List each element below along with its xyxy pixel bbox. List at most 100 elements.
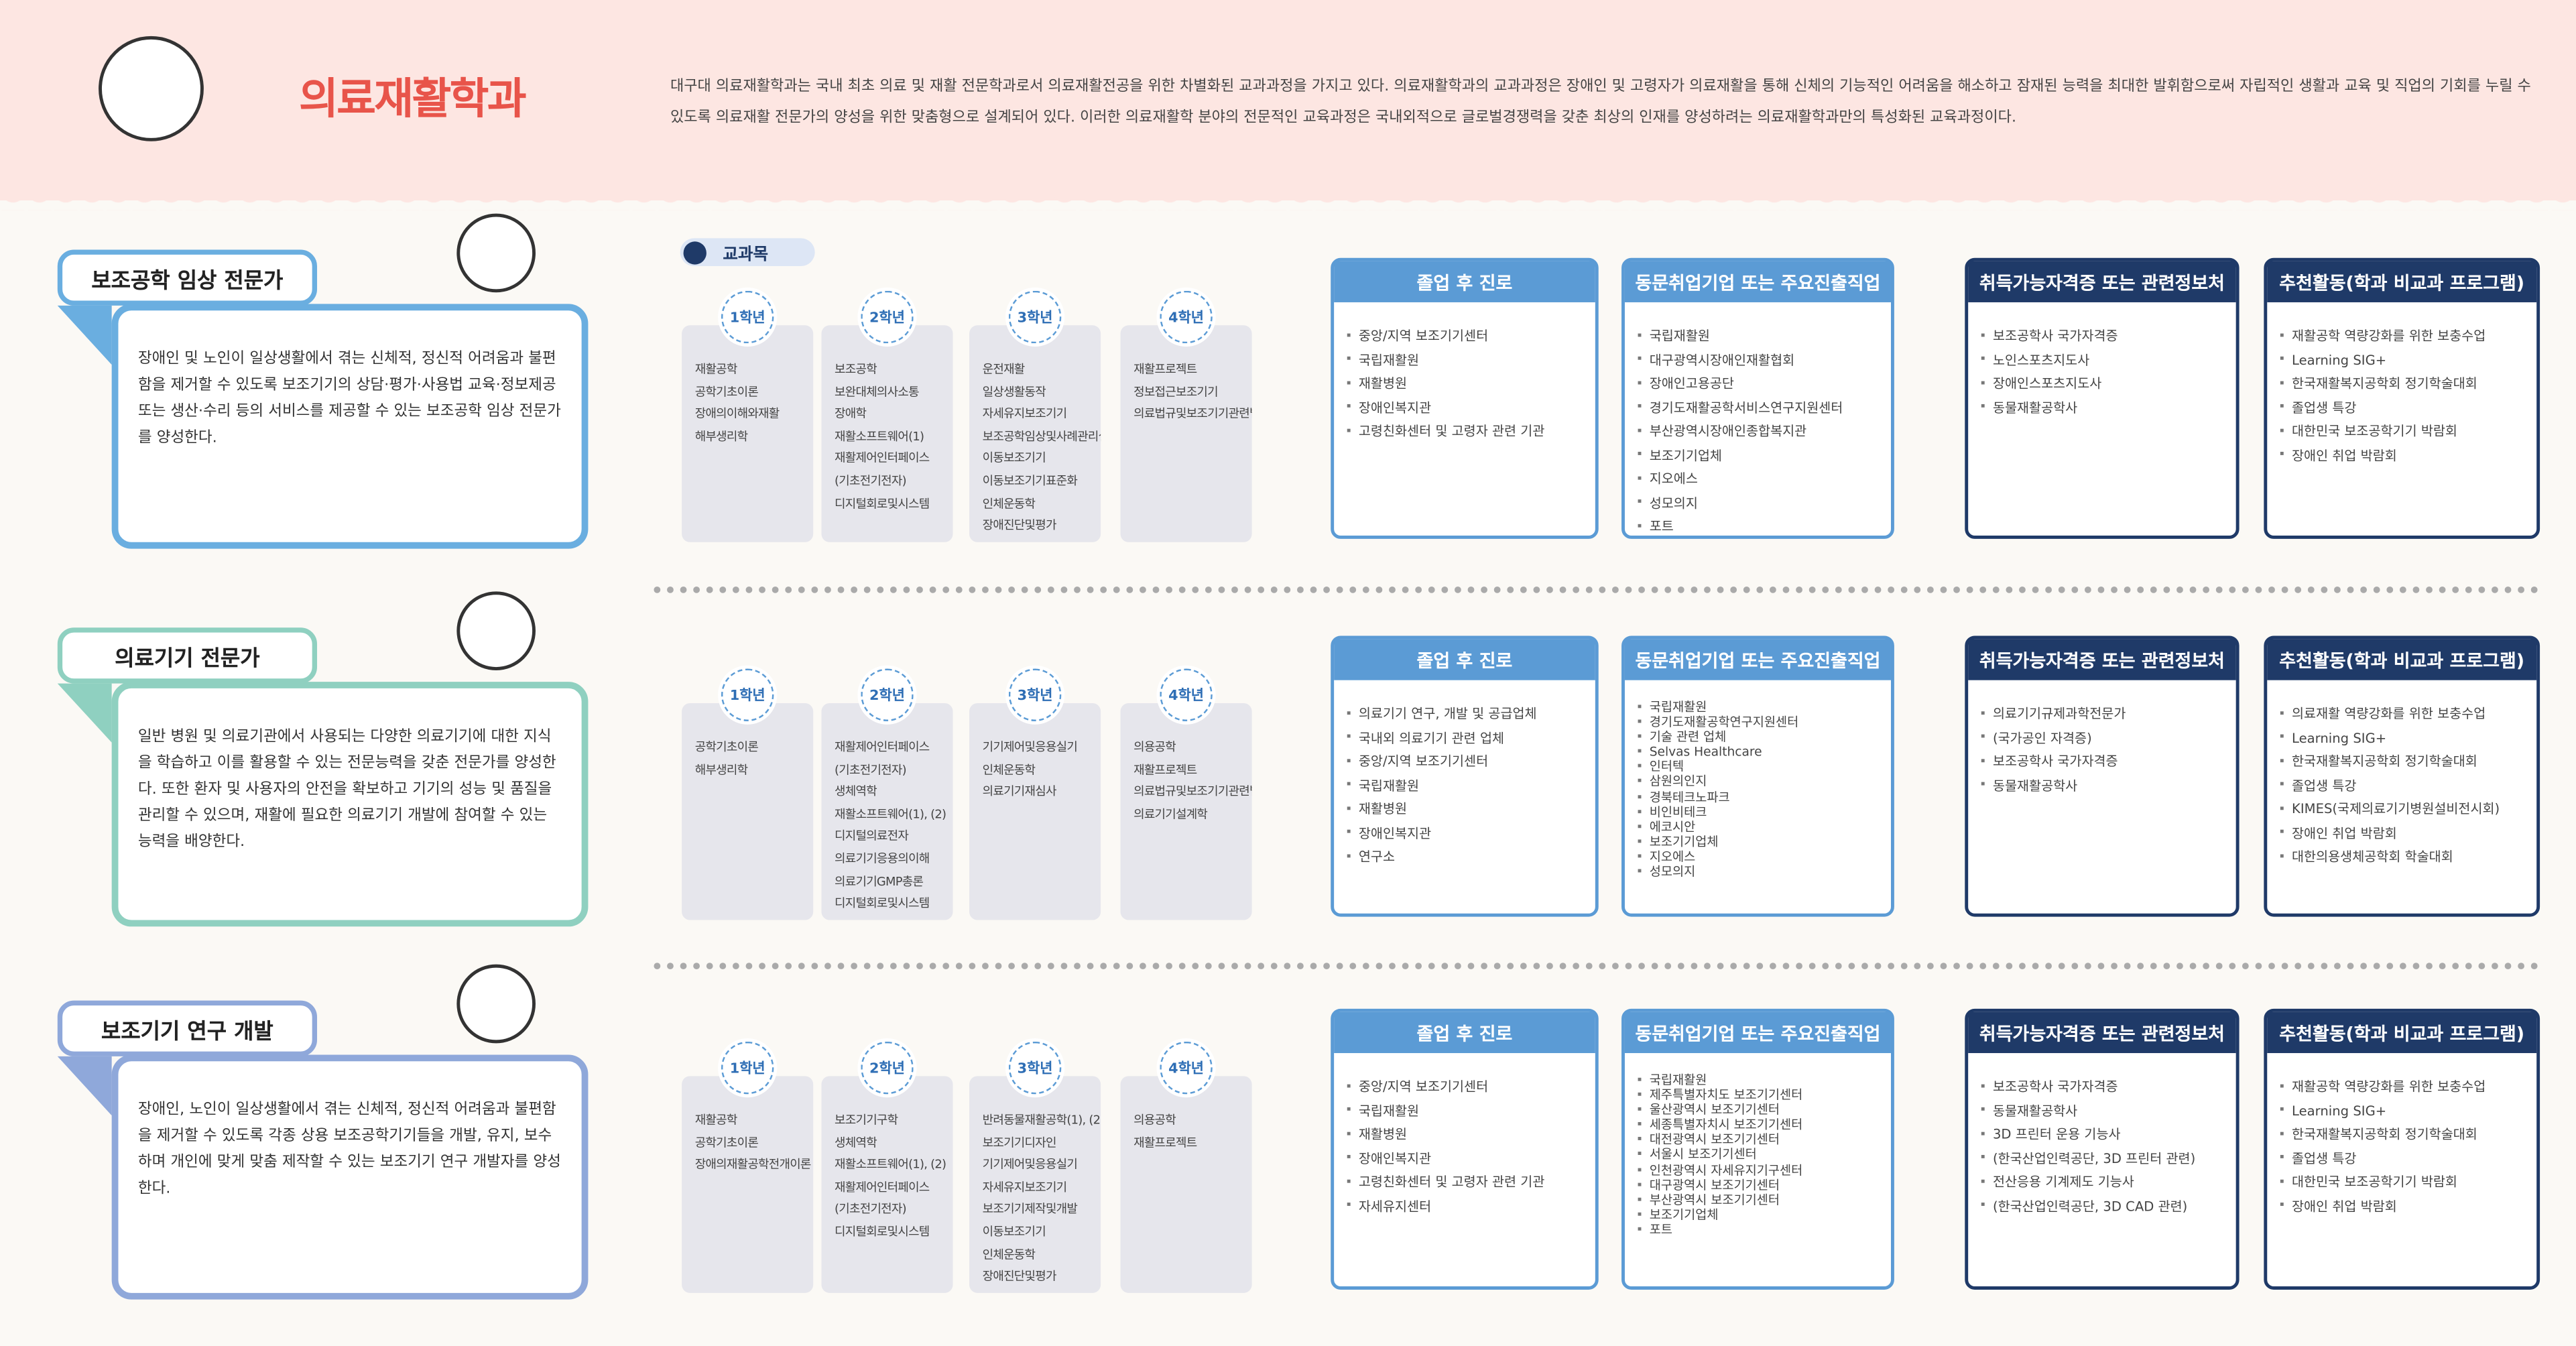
- box-item: 장애인 취업 박람회: [2280, 1195, 2536, 1219]
- box-item: 장애인복지관: [1347, 822, 1595, 847]
- box-item: 대구광역시장애인재활협회: [1638, 349, 1891, 373]
- box-item-text: 국립재활원: [1649, 700, 1707, 715]
- year-badge: 1학년: [721, 1041, 774, 1095]
- bullet: [2280, 451, 2284, 455]
- year-badge: 3학년: [1008, 668, 1062, 721]
- course-item: 자세유지보조기기: [982, 1179, 1067, 1195]
- box-item-text: KIMES(국제의료기기병원설비전시회): [2292, 802, 2500, 817]
- box-title: 취득가능자격증 또는 관련정보처: [1968, 639, 2236, 680]
- course-item: 보조기기구학: [835, 1112, 898, 1127]
- box-item: 경북테크노파크: [1638, 790, 1891, 804]
- course-item: 생체역학: [835, 1134, 877, 1150]
- box-item-text: 울산광역시 보조기기센터: [1649, 1103, 1780, 1118]
- bullet: [1638, 523, 1642, 527]
- box-item: 노인스포츠지도사: [1981, 349, 2236, 373]
- bullet: [1638, 1182, 1642, 1186]
- box-item: 재활병원: [1347, 373, 1595, 397]
- bullet: [1638, 854, 1642, 858]
- box-item: 국립재활원: [1638, 1073, 1891, 1087]
- bullet: [1638, 428, 1642, 432]
- bullet: [1638, 475, 1642, 479]
- box-item-text: 동물재활공학사: [1992, 400, 2078, 415]
- course-item: 장애학: [835, 406, 867, 421]
- box-item-text: 에코시안: [1649, 819, 1696, 835]
- box-item-text: 한국재활복지공학회 정기학술대회: [2292, 376, 2477, 391]
- bullet: [1638, 1197, 1642, 1201]
- bullet: [1638, 869, 1642, 873]
- box-item-text: 자세유지센터: [1358, 1198, 1432, 1213]
- bullet: [1638, 839, 1642, 843]
- box-item-text: 경북테크노파크: [1649, 789, 1730, 804]
- box-item: 졸업생 특강: [2280, 1148, 2536, 1172]
- box-item-text: 부산광역시장애인종합복지관: [1649, 424, 1807, 439]
- box-item: 중앙/지역 보조기기센터: [1347, 325, 1595, 349]
- box-title: 취득가능자격증 또는 관련정보처: [1968, 1012, 2236, 1054]
- box-item-text: 재활병원: [1358, 802, 1408, 817]
- tiger-icon: [99, 36, 204, 141]
- box-item-text: 포트: [1649, 519, 1674, 534]
- box-item: 보조공학사 국가자격증: [1981, 751, 2236, 775]
- bullet: [1981, 1178, 1985, 1182]
- desc-fold: [57, 1056, 112, 1116]
- box-item: 인터텍: [1638, 759, 1891, 774]
- box-item-text: 동물재활공학사: [1992, 1103, 2078, 1118]
- bullet: [1981, 1131, 1985, 1135]
- box-list: 재활공학 역량강화를 위한 보충수업 Learning SIG+ 한국재활복지공학회…: [2267, 302, 2536, 469]
- box-item-text: 비인비테크: [1649, 804, 1707, 820]
- box-item: 보조공학사 국가자격증: [1981, 1076, 2236, 1100]
- bullet: [2280, 332, 2284, 336]
- bullet: [1347, 428, 1351, 432]
- year-badge: 1학년: [721, 290, 774, 344]
- bullet: [1347, 806, 1351, 810]
- box-item: 부산광역시장애인종합복지관: [1638, 420, 1891, 444]
- box-list: 국립재활원 대구광역시장애인재활협회 장애인고용공단 경기도재활공학서비스연구지원센터…: [1625, 302, 1891, 540]
- course-item: 이동보조기기: [982, 450, 1046, 466]
- box-item: (국가공인 자격증): [1981, 727, 2236, 751]
- bullet: [1347, 1083, 1351, 1087]
- box-item: 서울시 보조기기센터: [1638, 1148, 1891, 1162]
- bullet: [1638, 1122, 1642, 1126]
- course-item: 해부생리학: [694, 428, 748, 444]
- course-item: 의료기기GMP총론: [835, 873, 924, 888]
- course-item: 의료법규및보조기기관련법: [1133, 406, 1252, 421]
- box-item: (한국산업인력공단, 3D CAD 관련): [1981, 1195, 2236, 1219]
- box-item-text: 졸업생 특강: [2292, 400, 2357, 415]
- box-item-text: 보조기기업체: [1649, 1207, 1719, 1223]
- tiger-icon: [456, 964, 536, 1044]
- course-item: 반려동물재활공학(1), (2): [982, 1112, 1101, 1127]
- course-column: 의용공학 재활프로젝트 의료법규및보조기기관련법 의료기기설계학: [1120, 702, 1252, 920]
- header-scallop: [0, 190, 2576, 210]
- box-item: (한국산업인력공단, 3D 프린터 관련): [1981, 1148, 2236, 1172]
- box-list: 국립재활원 경기도재활공학연구지원센터 기술 관련 업체 Selvas Healthc…: [1625, 680, 1891, 879]
- bullet: [2280, 711, 2284, 714]
- bullet: [1638, 332, 1642, 336]
- box-item: 졸업생 특강: [2280, 775, 2536, 799]
- course-item: 보조공학: [835, 361, 877, 377]
- bullet: [2280, 1203, 2284, 1206]
- box-item: 고령친화센터 및 고령자 관련 기관: [1347, 420, 1595, 444]
- bullet: [1638, 749, 1642, 753]
- year-badge: 2학년: [861, 290, 914, 344]
- box-item: 한국재활복지공학회 정기학술대회: [2280, 373, 2536, 397]
- bullet: [2280, 806, 2284, 810]
- bullet: [1347, 711, 1351, 714]
- info-box: 졸업 후 진로 의료기기 연구, 개발 및 공급업체 국내외 의료기기 관련 업체 중…: [1331, 635, 1599, 917]
- bullet: [1981, 356, 1985, 360]
- course-item: 운전재활: [982, 361, 1026, 377]
- box-list: 의료재활 역량강화를 위한 보충수업 Learning SIG+ 한국재활복지공학회…: [2267, 680, 2536, 870]
- box-item: 3D 프린터 운용 기능사: [1981, 1123, 2236, 1148]
- box-item-text: 국립재활원: [1358, 352, 1420, 367]
- bullet: [2280, 734, 2284, 738]
- bullet: [1981, 711, 1985, 714]
- course-item: 장애진단및평가: [982, 517, 1057, 533]
- box-item-text: 보조공학사 국가자격증: [1992, 1079, 2118, 1095]
- box-item-text: 고령친화센터 및 고령자 관련 기관: [1358, 1174, 1545, 1190]
- box-item: 성모의지: [1638, 864, 1891, 879]
- box-item: 대구광역시 보조기기센터: [1638, 1177, 1891, 1192]
- box-item: 국립재활원: [1347, 349, 1595, 373]
- course-item: 인체운동학: [982, 761, 1036, 777]
- course-item: 의료기기설계학: [1133, 806, 1208, 821]
- bullet: [2280, 1131, 2284, 1135]
- year-badge: 4학년: [1160, 1041, 1213, 1095]
- bullet: [1638, 719, 1642, 723]
